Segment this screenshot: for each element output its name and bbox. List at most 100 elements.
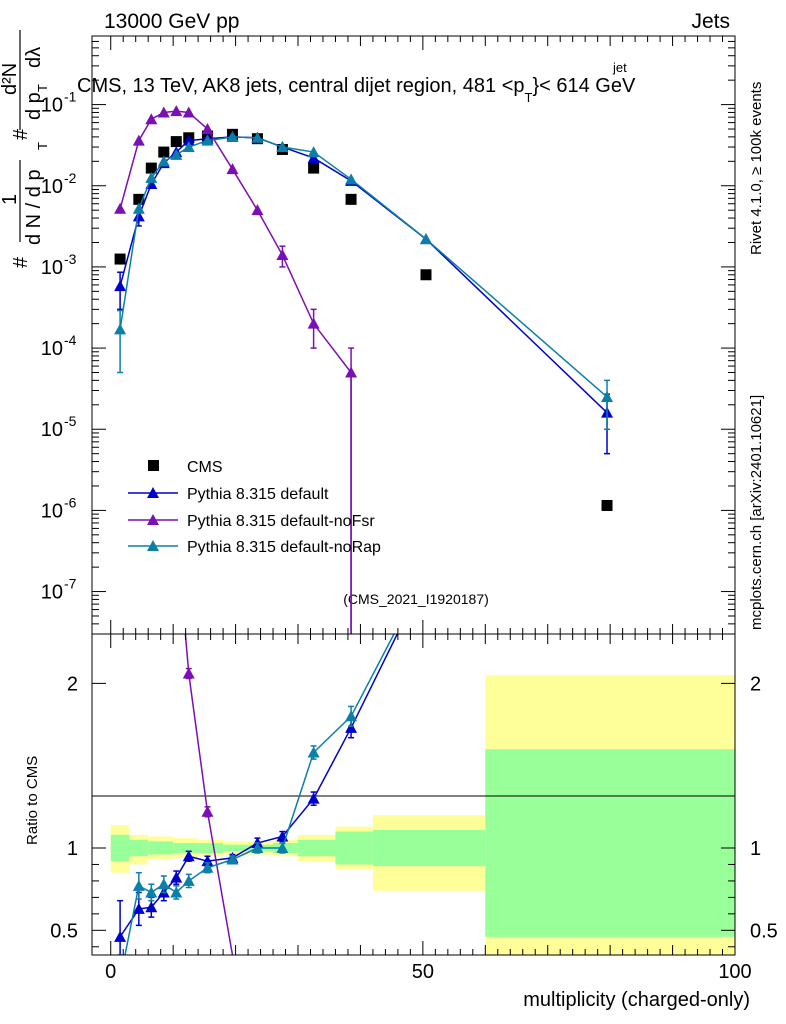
ylabel-dN: d N / d p bbox=[23, 169, 45, 245]
ratio-point-pythia-8-315-default-norap bbox=[157, 878, 170, 890]
data-point-pythia-8-315-default-norap bbox=[601, 390, 614, 402]
source-label: mcplots.cern.ch [arXiv:2401.10621] bbox=[748, 395, 765, 630]
legend-marker-default bbox=[147, 487, 159, 498]
legend: CMS Pythia 8.315 default Pythia 8.315 de… bbox=[128, 459, 381, 556]
data-point-pythia-8-315-default-nofsr bbox=[170, 105, 183, 117]
data-point-pythia-8-315-default bbox=[114, 280, 127, 292]
y-tick-exponent: -3 bbox=[64, 251, 77, 267]
energy-label: 13000 GeV pp bbox=[104, 10, 239, 33]
data-point-cms bbox=[133, 193, 145, 205]
y-tick-label: 10 bbox=[41, 176, 63, 198]
y-tick-exponent: -2 bbox=[64, 170, 77, 186]
data-point-pythia-8-315-default-nofsr bbox=[145, 113, 158, 125]
ratio-point-pythia-8-315-default-norap bbox=[345, 710, 358, 722]
data-point-pythia-8-315-default-norap bbox=[276, 141, 289, 153]
ratio-uncertainty-bands bbox=[110, 675, 735, 955]
main-tick-marks bbox=[92, 36, 736, 635]
data-point-pythia-8-315-default bbox=[307, 151, 320, 163]
y-tick-exponent: -7 bbox=[64, 576, 77, 592]
ratio-point-pythia-8-315-default bbox=[132, 902, 145, 914]
y-tick-label: 10 bbox=[41, 500, 63, 522]
y-tick-exponent: -4 bbox=[64, 332, 77, 348]
ylabel-dlambda: dλ bbox=[23, 47, 45, 68]
ratio-x-tick-labels: 0 50 100 bbox=[105, 961, 752, 983]
ratio-point-pythia-8-315-default-norap bbox=[226, 853, 239, 865]
band-inner bbox=[198, 843, 224, 853]
data-point-cms bbox=[420, 269, 432, 281]
ratio-tick-marks bbox=[92, 634, 736, 955]
data-point-pythia-8-315-default-norap bbox=[170, 148, 183, 160]
ylabel-den: d p bbox=[23, 92, 45, 120]
data-point-cms bbox=[345, 193, 357, 205]
data-point-cms bbox=[114, 253, 126, 265]
data-point-cms bbox=[308, 162, 320, 174]
data-point-pythia-8-315-default-norap bbox=[182, 141, 195, 153]
ratio-y-tick-label-left: 1 bbox=[67, 838, 78, 860]
legend-marker-cms bbox=[148, 460, 159, 471]
ratio-point-pythia-8-315-default-norap bbox=[276, 842, 289, 853]
legend-label-default: Pythia 8.315 default bbox=[187, 486, 329, 503]
band-inner bbox=[223, 844, 249, 852]
data-point-pythia-8-315-default-nofsr bbox=[307, 317, 320, 329]
ratio-point-pythia-8-315-default-norap bbox=[307, 746, 320, 758]
legend-label-cms: CMS bbox=[187, 459, 223, 476]
ratio-point-pythia-8-315-default bbox=[114, 930, 127, 942]
ratio-y-tick-label-right: 2 bbox=[750, 673, 761, 695]
main-panel: (CMS_2021_I1920187) CMS, 13 TeV, AK8 jet… bbox=[0, 30, 736, 635]
chart-title: CMS, 13 TeV, AK8 jets, central dijet reg… bbox=[77, 75, 636, 105]
ratio-panel: 0.5 0.5 1 1 2 2 0 50 100 Ratio to CMS multiplic… bbox=[24, 633, 778, 1011]
ratio-point-pythia-8-315-default-norap bbox=[182, 874, 195, 886]
legend-entry-default: Pythia 8.315 default bbox=[128, 486, 329, 503]
data-point-pythia-8-315-default-norap bbox=[201, 134, 214, 146]
data-point-pythia-8-315-default-nofsr bbox=[276, 249, 289, 261]
data-point-pythia-8-315-default-nofsr bbox=[132, 134, 145, 146]
main-y-tick-labels: 10-710-610-510-410-310-210-1 bbox=[41, 89, 77, 604]
x-axis-label: multiplicity (charged-only) bbox=[523, 989, 750, 1011]
data-point-pythia-8-315-default-nofsr bbox=[114, 202, 127, 214]
series-line-pythia-8-315-default-nofsr bbox=[119, 110, 352, 634]
data-point-pythia-8-315-default bbox=[132, 210, 145, 222]
ratio-line-pythia-8-315-default-norap bbox=[116, 634, 395, 955]
ylabel-T-1: T bbox=[35, 142, 50, 150]
ratio-point-pythia-8-315-default bbox=[307, 792, 320, 804]
data-point-pythia-8-315-default-nofsr bbox=[226, 163, 239, 175]
y-tick-exponent: -6 bbox=[64, 494, 77, 510]
data-point-pythia-8-315-default bbox=[182, 134, 195, 146]
data-point-pythia-8-315-default-norap bbox=[114, 323, 127, 335]
y-tick-label: 10 bbox=[41, 95, 63, 117]
data-point-pythia-8-315-default-norap bbox=[132, 202, 145, 214]
ratio-point-pythia-8-315-default-norap bbox=[201, 861, 214, 873]
ratio-point-pythia-8-315-default-norap bbox=[145, 886, 158, 898]
legend-entry-nofsr: Pythia 8.315 default-noFsr bbox=[128, 513, 375, 530]
data-point-pythia-8-315-default-norap bbox=[157, 155, 170, 167]
ylabel-num: d²N bbox=[0, 63, 21, 95]
y-tick-label: 10 bbox=[41, 419, 63, 441]
y-tick-label: 10 bbox=[41, 338, 63, 360]
data-point-pythia-8-315-default-nofsr bbox=[201, 123, 214, 135]
data-point-pythia-8-315-default-norap bbox=[251, 131, 264, 143]
y-tick-exponent: -5 bbox=[64, 413, 77, 429]
ratio-y-tick-label-right: 0.5 bbox=[750, 920, 778, 942]
ratio-point-pythia-8-315-default-nofsr bbox=[201, 805, 214, 817]
x-tick-label: 0 bbox=[105, 961, 116, 983]
ylabel-hash-1: # bbox=[10, 256, 32, 268]
title-post: }< 614 GeV bbox=[532, 75, 636, 97]
data-point-pythia-8-315-default-norap bbox=[345, 173, 358, 185]
data-point-pythia-8-315-default-norap bbox=[145, 171, 158, 183]
y-tick-label: 10 bbox=[41, 582, 63, 604]
data-point-pythia-8-315-default-norap bbox=[419, 233, 432, 245]
band-inner bbox=[298, 839, 336, 857]
ratio-y-tick-label-left: 0.5 bbox=[50, 920, 78, 942]
data-point-cms bbox=[145, 162, 157, 174]
ratio-frame bbox=[91, 633, 736, 956]
ratio-y-tick-labels: 0.5 0.5 1 1 2 2 bbox=[50, 673, 778, 942]
data-point-pythia-8-315-default-norap bbox=[307, 146, 320, 158]
data-point-cms bbox=[601, 499, 613, 511]
title-sup: jet bbox=[612, 60, 627, 75]
series-line-pythia-8-315-default bbox=[119, 136, 608, 414]
title-sub: T bbox=[525, 90, 533, 105]
ratio-y-tick-label-left: 2 bbox=[67, 673, 78, 695]
ylabel-hash-2: # bbox=[10, 128, 32, 140]
ratio-point-pythia-8-315-default-norap bbox=[170, 886, 183, 898]
